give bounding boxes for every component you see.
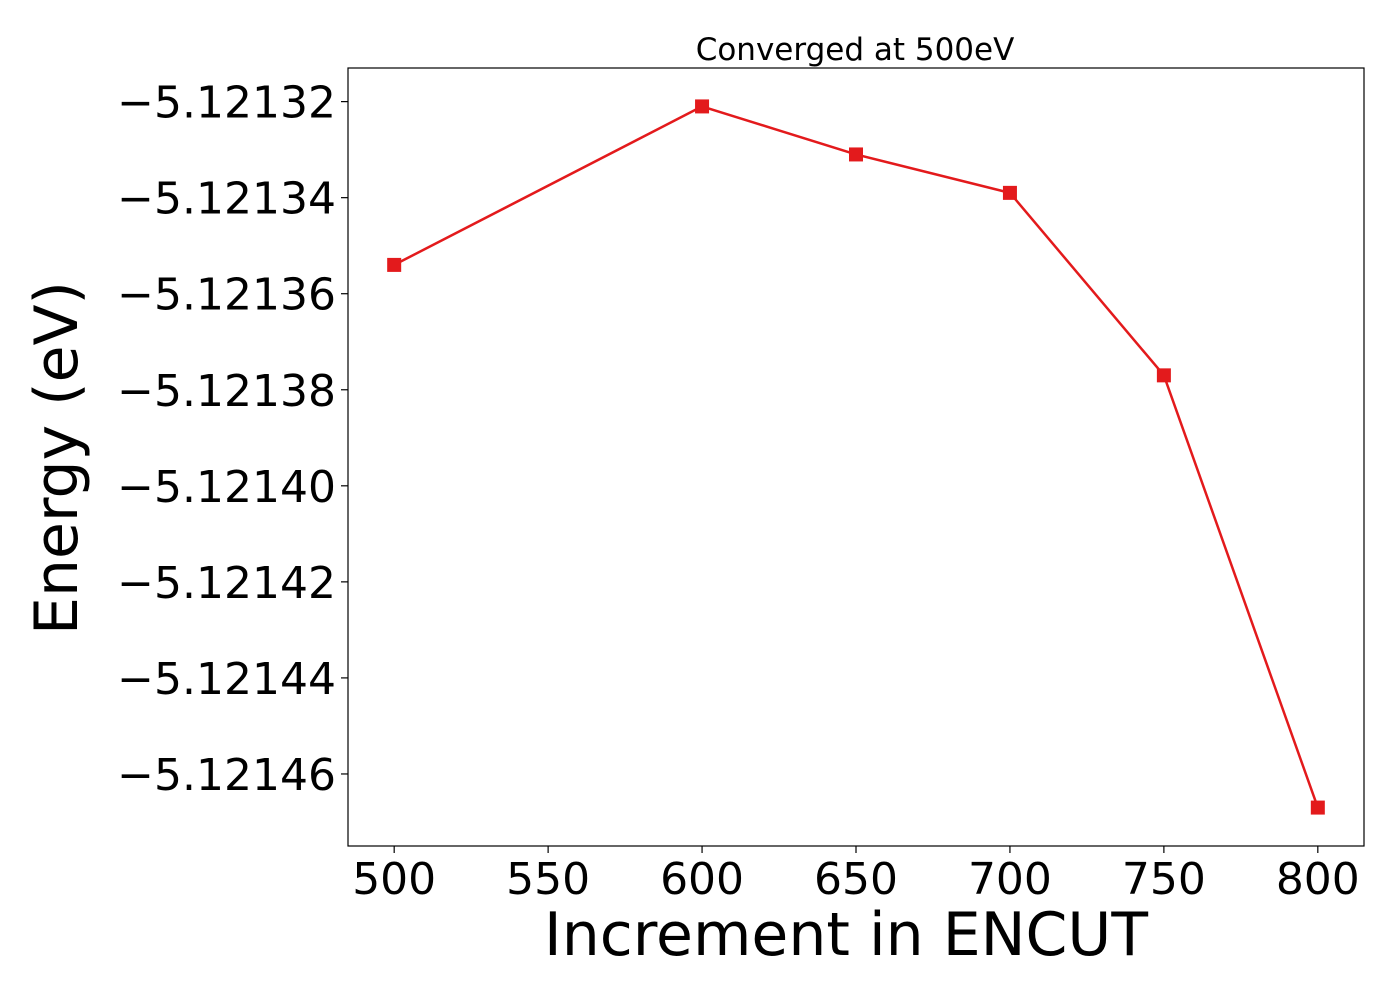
x-tick-label: 550 — [506, 854, 590, 905]
data-point-marker — [1156, 368, 1171, 383]
data-point-marker — [849, 147, 863, 162]
y-tick-label: −5.12144 — [117, 654, 336, 705]
y-tick-label: −5.12146 — [117, 750, 336, 801]
series-line — [393, 105, 1319, 808]
y-tick-label: −5.12134 — [117, 174, 336, 225]
x-tick-label: 800 — [1276, 854, 1360, 905]
series-layer — [387, 99, 1325, 815]
data-point-marker — [695, 99, 710, 114]
y-tick-label: −5.12140 — [117, 462, 336, 513]
y-tick-label: −5.12142 — [117, 558, 336, 609]
data-point-marker — [1310, 800, 1325, 815]
x-tick-label: 600 — [660, 854, 744, 905]
y-tick-label: −5.12136 — [117, 270, 336, 321]
x-tick-label: 700 — [968, 854, 1052, 905]
x-tick-label: 500 — [352, 854, 436, 905]
x-tick-label: 750 — [1122, 854, 1206, 905]
x-axis-label: Increment in ENCUT — [544, 900, 1148, 970]
y-tick-label: −5.12132 — [117, 78, 336, 129]
chart-title: Converged at 500eV — [696, 32, 1015, 68]
data-point-marker — [387, 257, 402, 272]
x-axis-ticks: 500 550 600 650 700 750 800 — [352, 846, 1360, 905]
y-tick-label: −5.12138 — [117, 366, 336, 417]
y-axis-ticks: −5.12132 −5.12134 −5.12136 −5.12138 −5.12140… — [117, 78, 348, 801]
y-axis-label: Energy (eV) — [22, 281, 92, 635]
data-point-marker — [1002, 185, 1017, 200]
x-tick-label: 650 — [814, 854, 898, 905]
